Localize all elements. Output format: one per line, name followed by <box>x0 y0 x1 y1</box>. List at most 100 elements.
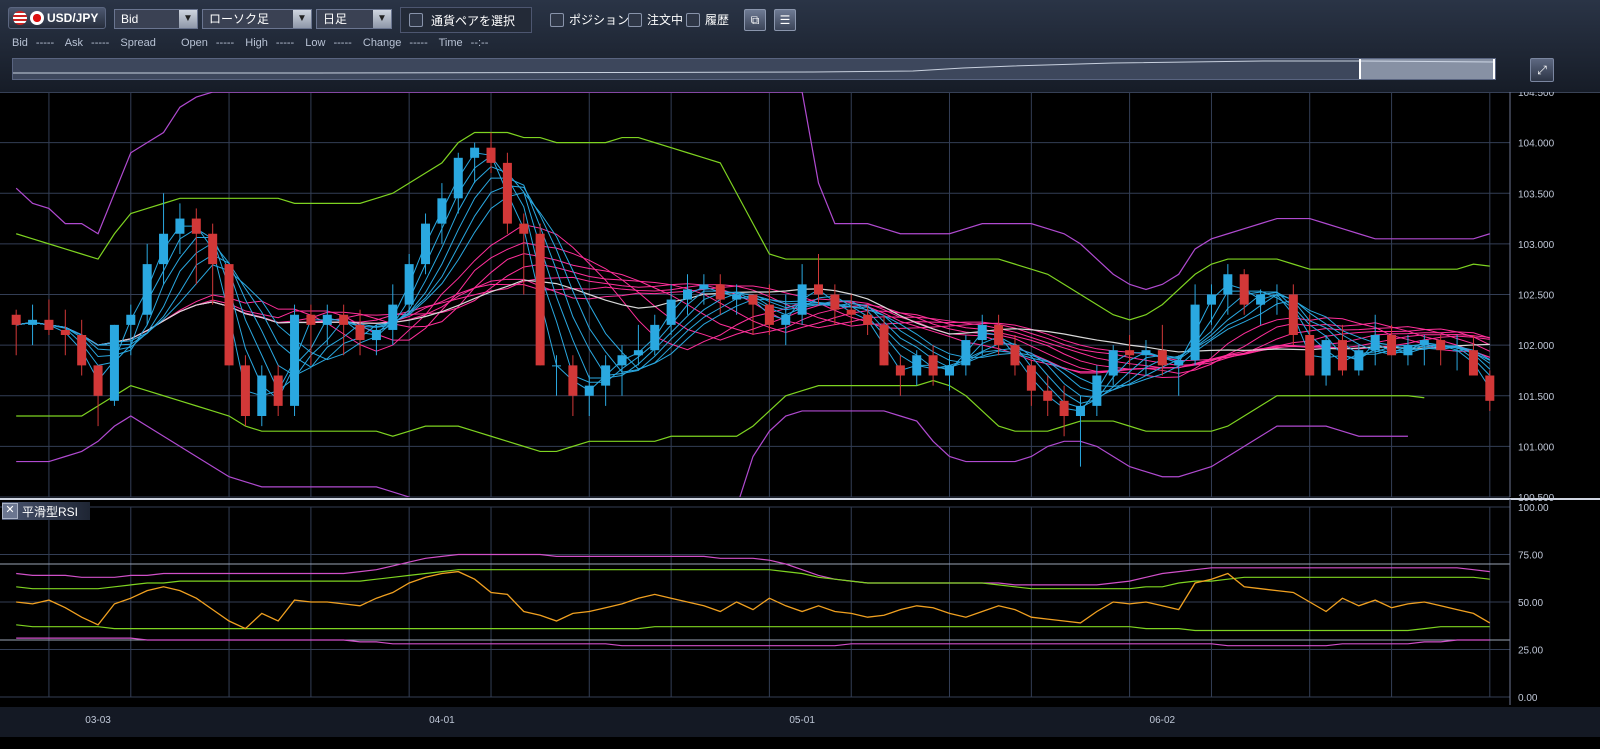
order-checkbox[interactable] <box>628 12 642 27</box>
candle-body <box>650 324 660 351</box>
candle-body <box>1092 375 1102 406</box>
currency-pair-label: USD/JPY <box>47 11 99 25</box>
candle-body <box>797 284 807 315</box>
rsi-panel-title: 平滑型RSI <box>22 504 79 519</box>
candle-body <box>1239 274 1249 305</box>
currency-pair-button[interactable]: USD/JPY <box>8 7 106 29</box>
candle-body <box>257 375 267 416</box>
select-pair-checkbox[interactable] <box>409 13 423 27</box>
candle-body <box>1288 294 1298 335</box>
candle-body <box>813 284 823 295</box>
chart-navigator[interactable] <box>12 58 1496 80</box>
candle-body <box>44 319 54 330</box>
ma-ribbon <box>16 152 1491 412</box>
candle-body <box>306 314 316 325</box>
candle-body <box>519 223 529 234</box>
price-tick-label: 103.000 <box>1518 240 1555 251</box>
candle-body <box>1108 350 1118 376</box>
select-pair-toggle[interactable]: 通貨ペアを選択 <box>400 7 532 33</box>
price-tick-label: 102.500 <box>1518 291 1555 302</box>
candle-body <box>928 355 938 376</box>
jp-flag-icon <box>30 11 44 25</box>
rsi-tick-label: 75.00 <box>1518 551 1543 562</box>
candle-body <box>109 324 119 401</box>
rsi-tick-label: 100.00 <box>1518 503 1549 514</box>
bollinger-bands <box>15 92 1490 497</box>
candle-body <box>322 314 332 325</box>
chart-canvas[interactable]: 100.500 101.000 101.500 102.000 102.500 103.0… <box>0 92 1600 749</box>
rsi-lower-2-line <box>16 637 1490 647</box>
candle-body <box>633 350 643 356</box>
new-window-button[interactable]: ⧉ <box>744 9 766 31</box>
expand-button[interactable]: ⤢ <box>1530 58 1554 82</box>
candle-body <box>240 365 250 416</box>
date-axis: 03-03 04-01 05-01 06-02 <box>0 707 1600 737</box>
candle-body <box>28 319 38 325</box>
candle-body <box>781 314 791 325</box>
navigator-sparkline <box>13 60 1494 74</box>
close-icon[interactable]: ✕ <box>2 503 18 519</box>
open-value: ----- <box>215 37 235 49</box>
candle-body <box>1419 340 1429 346</box>
price-tick-label: 102.000 <box>1518 341 1555 352</box>
candle-body <box>388 304 398 330</box>
date-tick-label: 06-02 <box>1150 715 1176 726</box>
bb-lower-2-line <box>16 410 1408 497</box>
time-value: --:-- <box>470 37 489 49</box>
candle-body <box>93 365 103 396</box>
position-checkbox[interactable] <box>550 12 564 27</box>
ask-label: Ask <box>64 37 84 49</box>
candle-body <box>944 365 954 376</box>
select-pair-label: 通貨ペアを選択 <box>431 13 516 28</box>
candle-body <box>552 365 562 367</box>
candle-body <box>339 314 349 325</box>
candle-body <box>1010 345 1020 366</box>
order-label: 注文中 <box>647 13 684 27</box>
navigator-window-handle[interactable] <box>1359 59 1495 79</box>
change-label: Change <box>362 37 402 49</box>
candle-body <box>683 289 693 300</box>
rsi-axis: 0.00 25.00 50.00 75.00 100.00 <box>1509 499 1549 705</box>
candle-body <box>568 365 578 396</box>
candle-body <box>159 233 169 265</box>
bid-value: ----- <box>35 37 55 49</box>
history-toggle[interactable]: 履歴 <box>686 11 729 28</box>
candle-body <box>732 294 742 300</box>
candle-body <box>584 385 594 396</box>
settings-panel-button[interactable]: ☰ <box>774 9 796 31</box>
order-toggle[interactable]: 注文中 <box>628 11 683 28</box>
chart-type-select[interactable]: ローソク足 ▼ <box>202 9 312 29</box>
candle-body <box>1174 360 1184 366</box>
candle-body <box>715 284 725 300</box>
candle-body <box>1272 294 1282 296</box>
candle-body <box>355 324 365 341</box>
candle-body <box>699 284 709 290</box>
candle-body <box>846 309 856 315</box>
timeframe-select[interactable]: 日足 ▼ <box>316 9 392 29</box>
chevron-down-icon: ▼ <box>373 10 391 28</box>
date-tick-label: 05-01 <box>789 715 815 726</box>
price-tick-label: 100.500 <box>1518 493 1555 504</box>
candle-body <box>11 314 21 325</box>
window-icon: ⧉ <box>750 12 760 27</box>
ma-short-line <box>16 185 1491 393</box>
chevron-down-icon: ▼ <box>293 10 311 28</box>
candle-body <box>224 264 234 366</box>
history-checkbox[interactable] <box>686 12 700 27</box>
candle-body <box>1387 335 1397 356</box>
candle-body <box>912 355 922 376</box>
price-type-select[interactable]: Bid ▼ <box>114 9 198 29</box>
date-tick-label: 04-01 <box>429 715 455 726</box>
position-toggle[interactable]: ポジション <box>550 11 629 28</box>
rsi-tick-label: 50.00 <box>1518 598 1543 609</box>
candle-body <box>1485 375 1495 401</box>
change-value: ----- <box>409 37 428 49</box>
rsi-series <box>16 553 1491 647</box>
high-label: High <box>245 37 268 49</box>
candle-body <box>666 299 676 325</box>
candle-body <box>1468 350 1478 376</box>
candle-body <box>273 375 283 406</box>
open-label: Open <box>180 37 208 49</box>
candle-body <box>1305 335 1315 376</box>
ask-value: ----- <box>91 37 110 49</box>
